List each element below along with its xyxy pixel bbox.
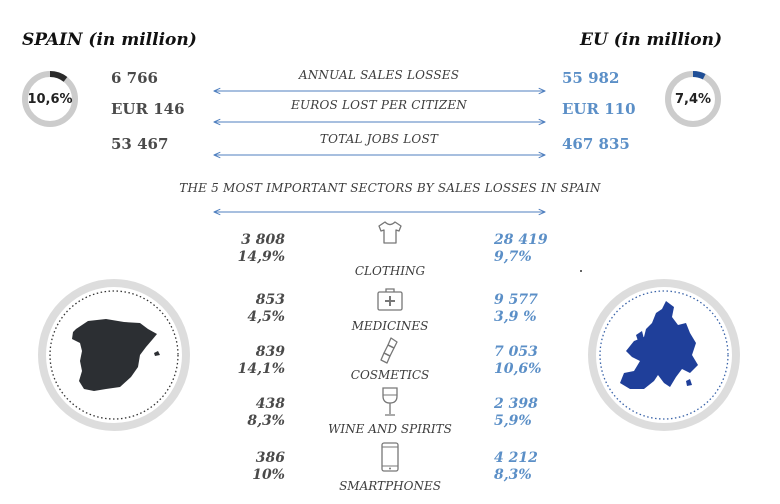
sector-wine-spain-pct: 8,3% — [247, 413, 285, 429]
sector-smartphones-eu-pct: 8,3% — [494, 467, 532, 483]
sector-smartphones-spain-value: 386 — [255, 450, 285, 466]
sector-wine-spain-value: 438 — [255, 396, 285, 412]
eu-map-medallion — [586, 277, 742, 433]
sector-cosmetics-eu-value: 7 053 — [494, 344, 538, 360]
metric-label-euros-per-citizen: EUROS LOST PER CITIZEN — [291, 98, 467, 112]
first-aid-kit-icon — [377, 288, 403, 311]
sector-smartphones-eu-value: 4 212 — [494, 450, 538, 466]
eu-total-jobs-lost: 467 835 — [562, 135, 630, 153]
sector-clothing-eu-pct: 9,7% — [494, 249, 532, 265]
eu-share-donut: 7,4% — [664, 70, 722, 128]
sector-medicines-spain-value: 853 — [255, 292, 285, 308]
wine-glass-icon — [382, 387, 398, 416]
sector-wine-eu-pct: 5,9% — [494, 413, 532, 429]
spain-donut-arc — [22, 71, 78, 127]
spain-annual-sales-losses: 6 766 — [111, 69, 158, 87]
eu-share-label: 7,4% — [674, 91, 712, 107]
spain-map-medallion — [36, 277, 192, 433]
sectors-title: THE 5 MOST IMPORTANT SECTORS BY SALES LO… — [179, 181, 601, 195]
eu-map-icon — [620, 301, 698, 389]
sector-clothing-spain-pct: 14,9% — [237, 249, 285, 265]
sector-clothing-eu-value: 28 419 — [494, 232, 548, 248]
metric-label-total-jobs-lost: TOTAL JOBS LOST — [319, 132, 439, 146]
sector-medicines-eu-pct: 3,9 % — [494, 309, 537, 325]
eu-euros-per-citizen: EUR 110 — [562, 100, 636, 118]
eu-title: EU (in million) — [580, 30, 723, 50]
spain-map-icon — [72, 319, 157, 391]
sector-cosmetics-spain-pct: 14,1% — [237, 361, 285, 377]
sector-wine-label: WINE AND SPIRITS — [328, 422, 452, 436]
sector-cosmetics-eu-pct: 10,6% — [494, 361, 542, 377]
lipstick-icon — [380, 337, 398, 364]
spain-title: SPAIN (in million) — [22, 30, 197, 50]
sector-smartphones-spain-pct: 10% — [252, 467, 285, 483]
sector-clothing-label: CLOTHING — [354, 264, 426, 278]
spain-euros-per-citizen: EUR 146 — [111, 100, 185, 118]
spain-total-jobs-lost: 53 467 — [111, 135, 169, 153]
eu-annual-sales-losses: 55 982 — [562, 69, 620, 87]
smartphone-icon — [381, 442, 399, 472]
shirt-icon — [378, 221, 402, 244]
metric-label-annual-sales-losses: ANNUAL SALES LOSSES — [298, 68, 460, 82]
sector-medicines-label: MEDICINES — [351, 319, 429, 333]
sector-wine-eu-value: 2 398 — [494, 396, 538, 412]
sector-cosmetics-label: COSMETICS — [350, 368, 430, 382]
stray-dot — [580, 270, 582, 272]
spain-share-donut: 10,6% — [21, 70, 79, 128]
sector-cosmetics-spain-value: 839 — [255, 344, 285, 360]
eu-donut-arc — [665, 71, 721, 127]
sector-medicines-spain-pct: 4,5% — [247, 309, 285, 325]
spain-share-label: 10,6% — [27, 91, 73, 107]
sector-medicines-eu-value: 9 577 — [494, 292, 538, 308]
sector-clothing-spain-value: 3 808 — [241, 232, 285, 248]
sector-smartphones-label: SMARTPHONES — [339, 479, 441, 493]
